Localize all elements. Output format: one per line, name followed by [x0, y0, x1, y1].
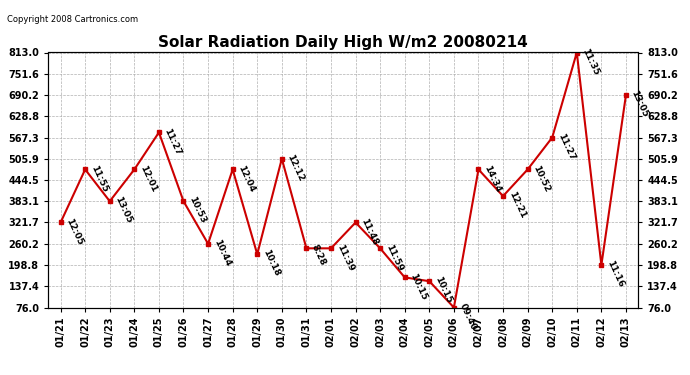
Text: 12:05: 12:05: [64, 217, 85, 246]
Text: 11:27: 11:27: [163, 127, 183, 156]
Text: 10:15: 10:15: [433, 276, 453, 305]
Text: 13:05: 13:05: [630, 89, 650, 119]
Text: 12:21: 12:21: [506, 190, 527, 220]
Text: 10:53: 10:53: [187, 195, 208, 225]
Text: 11:48: 11:48: [359, 217, 380, 247]
Text: 8:28: 8:28: [310, 243, 328, 267]
Text: 10:18: 10:18: [261, 249, 282, 278]
Text: 11:59: 11:59: [384, 243, 404, 273]
Text: 11:16: 11:16: [605, 259, 625, 289]
Text: 11:39: 11:39: [335, 243, 355, 273]
Text: 12:01: 12:01: [138, 164, 158, 194]
Text: 12:12: 12:12: [286, 153, 306, 183]
Text: Copyright 2008 Cartronics.com: Copyright 2008 Cartronics.com: [7, 15, 138, 24]
Text: 09:40: 09:40: [457, 302, 478, 332]
Title: Solar Radiation Daily High W/m2 20080214: Solar Radiation Daily High W/m2 20080214: [159, 35, 528, 50]
Text: 11:35: 11:35: [580, 47, 601, 76]
Text: 11:27: 11:27: [556, 132, 576, 162]
Text: 14:34: 14:34: [482, 164, 502, 194]
Text: 11:55: 11:55: [89, 164, 109, 194]
Text: 10:52: 10:52: [531, 164, 551, 194]
Text: 13:05: 13:05: [113, 195, 134, 225]
Text: 10:44: 10:44: [212, 238, 232, 268]
Text: 10:15: 10:15: [408, 272, 428, 301]
Text: 12:04: 12:04: [237, 164, 257, 194]
